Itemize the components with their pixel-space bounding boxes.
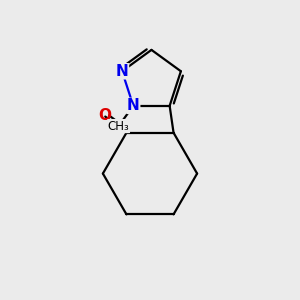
Text: N: N xyxy=(127,98,140,113)
Text: O: O xyxy=(99,108,112,123)
Text: N: N xyxy=(116,64,128,79)
Text: CH₃: CH₃ xyxy=(108,120,130,133)
